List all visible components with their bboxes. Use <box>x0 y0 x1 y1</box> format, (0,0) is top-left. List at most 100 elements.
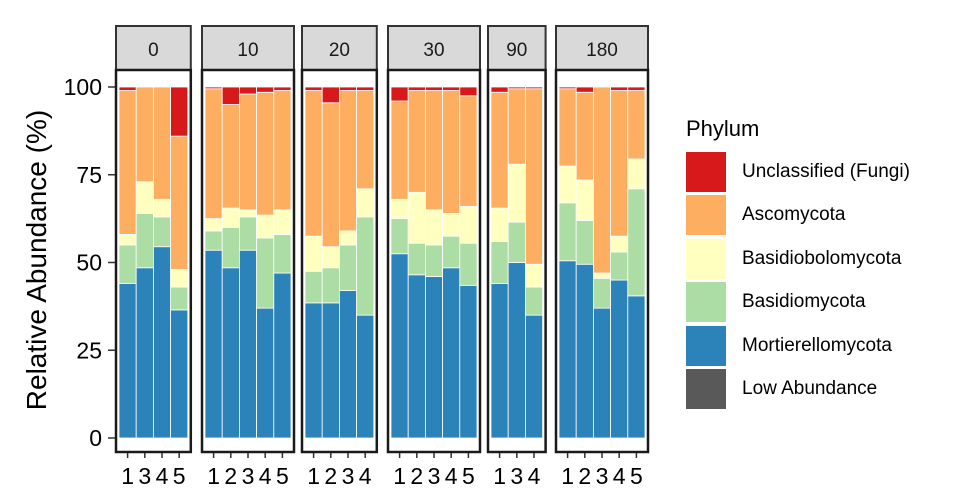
bar-segment-mortierellomycota <box>442 267 461 439</box>
bar-segment-unclassified-fungi <box>256 86 275 93</box>
facet-strip-label: 90 <box>506 40 527 61</box>
bar-segment-unclassified-fungi <box>304 86 323 91</box>
bar-segment-unclassified-fungi <box>338 86 357 91</box>
bar-segment-mortierellomycota <box>238 249 257 439</box>
bar-segment-basidiomycota <box>170 286 189 311</box>
legend-item: Basidiobolomycota <box>686 237 966 281</box>
facet-strip <box>301 25 378 71</box>
bar-segment-unclassified-fungi <box>442 86 461 91</box>
facet-panel-border <box>486 68 547 454</box>
bar-segment-mortierellomycota <box>525 314 544 439</box>
bar-segment-mortierellomycota <box>558 260 577 439</box>
legend-swatch <box>686 195 726 236</box>
facet-panel-0: 0 1 3 4 5 <box>114 25 193 489</box>
bar-segment-mortierellomycota <box>221 267 240 439</box>
bar-segment-ascomycota <box>442 90 461 214</box>
bar-segment-ascomycota <box>507 88 526 165</box>
y-tick-label: 75 <box>76 162 102 188</box>
bar-segment-mortierellomycota <box>118 283 137 439</box>
x-tick-label: 4 <box>259 463 272 489</box>
bar-segment-basidiomycota <box>338 244 357 291</box>
legend-label: Ascomycota <box>742 204 846 226</box>
x-tick-label: 5 <box>276 463 289 489</box>
bar-segment-basidiomycota <box>221 226 240 269</box>
bar-segment-basidiomycota <box>135 212 154 269</box>
legend-label: Basidiobolomycota <box>742 247 902 269</box>
bar-segment-unclassified-fungi <box>407 86 426 91</box>
facet-panel-border <box>300 68 379 454</box>
x-tick-label: 3 <box>596 463 609 489</box>
bar-segment-ascomycota <box>152 86 171 200</box>
bar-segment-unclassified-fungi <box>273 86 292 91</box>
legend-items: Unclassified (Fungi) Ascomycota Basidiobol… <box>686 150 966 411</box>
bar-segment-basidiobolomycota <box>459 205 478 244</box>
x-tick-label: 2 <box>224 463 237 489</box>
facet-strip <box>115 25 192 71</box>
bar-segment-unclassified-fungi <box>321 86 340 104</box>
bar-segment-ascomycota <box>338 90 357 232</box>
facet-strip-label: 0 <box>148 40 159 61</box>
bar-segment-unclassified-fungi <box>238 86 257 95</box>
bar-segment-mortierellomycota <box>304 302 323 439</box>
bar-segment-mortierellomycota <box>627 295 646 439</box>
bar-segment-unclassified-fungi <box>610 86 629 91</box>
bar-segment-mortierellomycota <box>459 284 478 439</box>
bar-segment-ascomycota <box>525 88 544 265</box>
bar-segment-basidiomycota <box>424 244 443 277</box>
bar-segment-unclassified-fungi <box>558 86 577 90</box>
bar-segment-basidiobolomycota <box>118 234 137 246</box>
x-tick-label: 4 <box>156 463 169 489</box>
bar-segment-ascomycota <box>256 91 275 216</box>
legend-label: Low Abundance <box>742 378 878 400</box>
facet-strip <box>487 25 547 71</box>
bar-segment-basidiomycota <box>593 277 612 309</box>
bar-segment-ascomycota <box>490 91 509 209</box>
bar-segment-mortierellomycota <box>575 263 594 439</box>
bar-segment-basidiomycota <box>442 235 461 269</box>
x-tick-label: 1 <box>307 463 320 489</box>
bar-segment-basidiomycota <box>558 202 577 262</box>
legend-swatch <box>686 151 726 192</box>
bar-segment-basidiomycota <box>610 251 629 281</box>
facet-strip-label: 180 <box>586 40 618 61</box>
bar-segment-ascomycota <box>593 86 612 274</box>
bar-segment-ascomycota <box>390 100 409 200</box>
legend-title: Phylum <box>686 116 760 141</box>
bar-segment-mortierellomycota <box>407 274 426 439</box>
x-tick-label: 5 <box>462 463 475 489</box>
bar-segment-ascomycota <box>407 90 426 193</box>
bar-segment-ascomycota <box>118 90 137 235</box>
bar-segment-unclassified-fungi <box>575 86 594 93</box>
bar-segment-basidiomycota <box>627 188 646 297</box>
bar-segment-basidiobolomycota <box>558 165 577 204</box>
bar-segment-mortierellomycota <box>610 279 629 439</box>
bar-segment-ascomycota <box>238 93 257 211</box>
bar-segment-mortierellomycota <box>490 283 509 439</box>
y-tick-label: 50 <box>76 250 102 276</box>
y-axis-label: Relative Abundance (%) <box>21 110 52 410</box>
legend-item: Ascomycota <box>686 194 966 238</box>
bar-segment-basidiobolomycota <box>356 188 375 218</box>
legend-label: Unclassified (Fungi) <box>742 160 910 182</box>
bar-segment-basidiobolomycota <box>170 269 189 288</box>
bar-segment-ascomycota <box>221 104 240 209</box>
bar-segment-basidiobolomycota <box>152 198 171 218</box>
bar-segment-basidiobolomycota <box>390 198 409 220</box>
y-tick-label: 25 <box>76 337 102 363</box>
x-tick-label: 1 <box>493 463 506 489</box>
bar-segment-basidiobolomycota <box>407 191 426 244</box>
bar-segment-ascomycota <box>304 90 323 237</box>
bar-segment-basidiomycota <box>459 242 478 286</box>
facet-strip-label: 30 <box>423 40 444 61</box>
bar-segment-basidiomycota <box>407 242 426 276</box>
facet-panel-20: 20 1 2 3 4 <box>300 25 379 489</box>
bar-segment-basidiomycota <box>575 219 594 265</box>
bar-segment-mortierellomycota <box>152 246 171 439</box>
bar-segment-basidiomycota <box>507 221 526 263</box>
bar-segment-basidiomycota <box>273 234 292 274</box>
facet-strip <box>555 25 649 71</box>
bar-segment-mortierellomycota <box>256 307 275 439</box>
bar-segment-basidiobolomycota <box>424 209 443 246</box>
bar-segment-unclassified-fungi <box>118 86 137 91</box>
